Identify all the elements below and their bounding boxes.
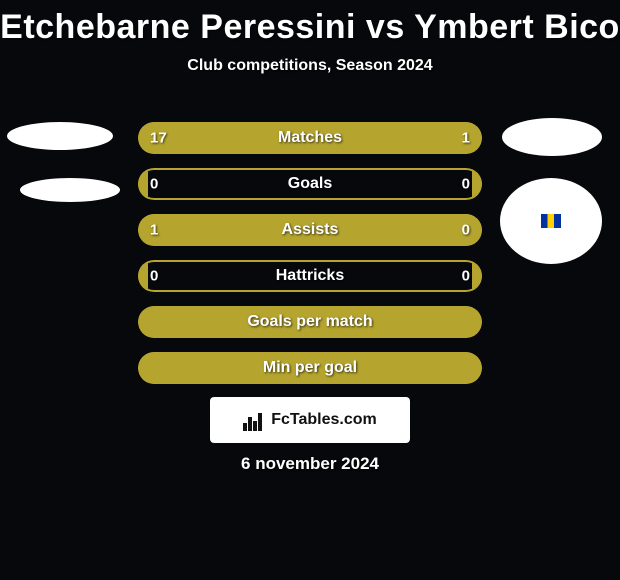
player-left-club-logo <box>7 122 113 150</box>
stat-label: Matches <box>138 129 482 147</box>
stat-label: Hattricks <box>138 267 482 285</box>
stat-label: Goals per match <box>138 313 482 331</box>
stat-label: Min per goal <box>138 359 482 377</box>
stat-row-matches: 17 Matches 1 <box>138 122 482 154</box>
stat-label: Goals <box>138 175 482 193</box>
stat-row-assists: 1 Assists 0 <box>138 214 482 246</box>
date-label: 6 november 2024 <box>0 454 620 474</box>
chart-icon <box>243 409 265 431</box>
stat-row-min-per-goal: Min per goal <box>138 352 482 384</box>
stat-row-goals-per-match: Goals per match <box>138 306 482 338</box>
flag-icon <box>541 214 561 228</box>
stat-row-hattricks: 0 Hattricks 0 <box>138 260 482 292</box>
stat-value-right: 1 <box>462 130 470 147</box>
stat-value-right: 0 <box>462 176 470 193</box>
stat-row-goals: 0 Goals 0 <box>138 168 482 200</box>
logo-text: FcTables.com <box>271 411 377 429</box>
stat-label: Assists <box>138 221 482 239</box>
comparison-bars: 17 Matches 1 0 Goals 0 1 Assists 0 0 Hat… <box>138 122 482 398</box>
page-title: Etchebarne Peressini vs Ymbert Bico <box>0 0 620 47</box>
stat-value-right: 0 <box>462 222 470 239</box>
page-subtitle: Club competitions, Season 2024 <box>0 57 620 75</box>
player-left-avatar <box>20 178 120 202</box>
player-right-club-logo <box>502 118 602 156</box>
player-right-avatar <box>500 178 602 264</box>
stat-value-right: 0 <box>462 268 470 285</box>
fctables-logo: FcTables.com <box>210 397 410 443</box>
